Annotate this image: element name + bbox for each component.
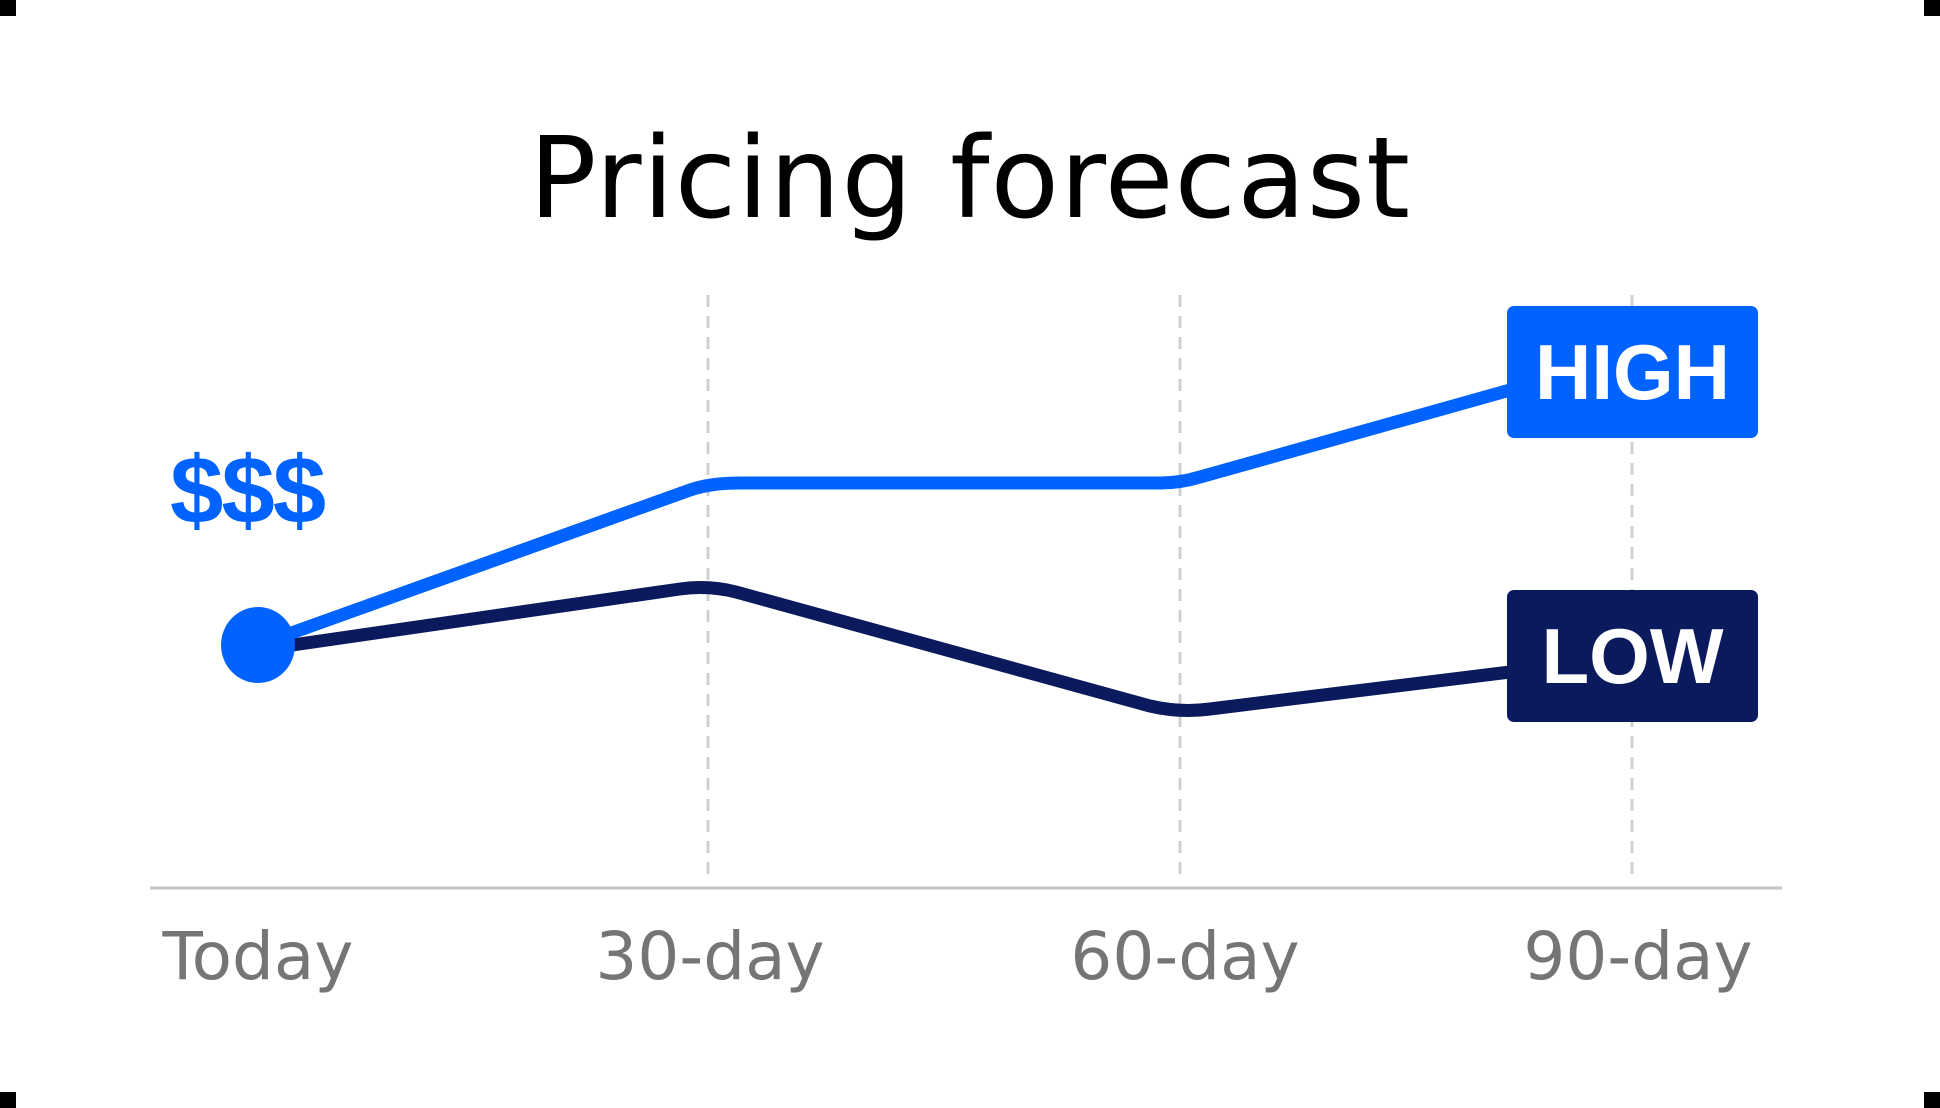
corner-mark-bl <box>0 1092 16 1108</box>
start-point-marker <box>221 607 295 683</box>
corner-mark-br <box>1924 1092 1940 1108</box>
corner-mark-tr <box>1924 0 1940 16</box>
x-label-30-day: 30-day <box>595 918 825 995</box>
x-label-90-day: 90-day <box>1523 918 1753 995</box>
chart-title: Pricing forecast <box>528 114 1412 244</box>
corner-mark-tl <box>0 0 16 16</box>
low-tag: LOW <box>1507 590 1758 722</box>
high-series-line <box>255 383 1512 652</box>
x-label-60-day: 60-day <box>1070 918 1300 995</box>
high-tag: HIGH <box>1507 306 1758 438</box>
price-level-indicator: $$$ <box>170 437 326 544</box>
x-label-today: Today <box>162 918 354 995</box>
low-series-line <box>257 581 1511 717</box>
